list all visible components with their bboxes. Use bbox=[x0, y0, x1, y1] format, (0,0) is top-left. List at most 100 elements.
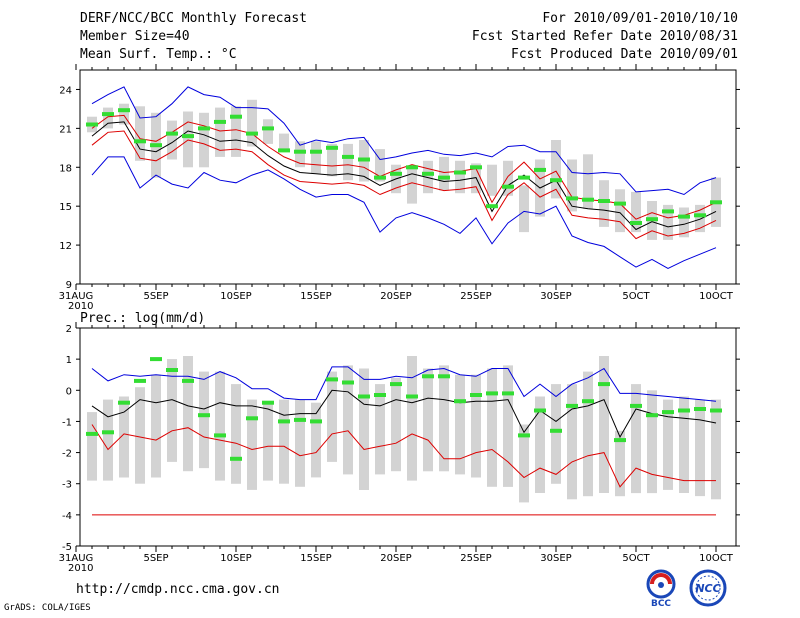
temp-box bbox=[167, 120, 177, 160]
temp-green-marker bbox=[470, 165, 482, 170]
temp-green-marker bbox=[694, 213, 706, 218]
prec-box bbox=[567, 384, 577, 500]
prec-green-marker bbox=[294, 417, 306, 422]
prec-box bbox=[695, 399, 705, 497]
prec-xtick-label: 5OCT bbox=[622, 553, 650, 564]
temp-green-marker bbox=[214, 119, 226, 124]
prec-box bbox=[551, 384, 561, 484]
temp-green-marker bbox=[518, 175, 530, 180]
temp-box bbox=[407, 168, 417, 204]
prec-box bbox=[583, 371, 593, 497]
temp-box bbox=[215, 107, 225, 157]
temp-green-marker bbox=[390, 171, 402, 176]
temp-green-marker bbox=[278, 148, 290, 153]
ncc-logo-text: NCC bbox=[695, 582, 720, 595]
temp-box bbox=[551, 140, 561, 199]
prec-green-marker bbox=[358, 394, 370, 399]
prec-green-marker bbox=[646, 413, 658, 418]
prec-box bbox=[135, 387, 145, 484]
temp-green-marker bbox=[534, 167, 546, 172]
prec-xtick-label: 31AUG bbox=[59, 553, 94, 564]
prec-green-marker bbox=[310, 419, 322, 424]
prec-frame bbox=[79, 327, 737, 547]
prec-ytick-label: -2 bbox=[62, 449, 72, 460]
temp-green-marker bbox=[134, 139, 146, 144]
prec-box bbox=[151, 374, 161, 478]
temp-green-marker bbox=[502, 184, 514, 189]
temp-green-marker bbox=[710, 200, 722, 205]
prec-green-marker bbox=[390, 382, 402, 387]
prec-xtick-label: 20SEP bbox=[380, 553, 411, 564]
temp-green-marker bbox=[246, 131, 258, 136]
started-date: Fcst Started Refer Date 2010/08/31 bbox=[471, 29, 738, 44]
prec-box bbox=[647, 390, 657, 494]
member-size: Member Size=40 bbox=[80, 29, 190, 44]
temp-green-marker bbox=[198, 126, 210, 131]
temp-ytick-label: 12 bbox=[59, 241, 72, 252]
temp-green-marker bbox=[310, 149, 322, 154]
prec-box bbox=[231, 384, 241, 484]
prec-green-marker bbox=[246, 416, 258, 421]
prec-green-marker bbox=[182, 378, 194, 383]
prec-green-marker bbox=[694, 407, 706, 411]
produced-date: Fcst Produced Date 2010/09/01 bbox=[511, 47, 738, 62]
prec-green-marker bbox=[582, 399, 594, 404]
temp-box bbox=[343, 143, 353, 181]
temp-green-marker bbox=[646, 217, 658, 222]
temp-box bbox=[231, 106, 241, 157]
temp-box bbox=[615, 189, 625, 233]
prec-box bbox=[471, 374, 481, 478]
prec-xtick-label: 10SEP bbox=[220, 553, 251, 564]
prec-box bbox=[535, 396, 545, 493]
prec-box bbox=[263, 402, 273, 481]
prec-box bbox=[327, 371, 337, 462]
temp-green-marker bbox=[582, 197, 594, 202]
temp-box bbox=[199, 112, 209, 168]
prec-box bbox=[391, 377, 401, 472]
prec-green-marker bbox=[278, 419, 290, 424]
prec-xtick-label: 15SEP bbox=[300, 553, 331, 564]
prec-box bbox=[279, 399, 289, 484]
temp-ytick-label: 9 bbox=[66, 280, 72, 291]
variable-label: Mean Surf. Temp.: °C bbox=[80, 47, 237, 62]
prec-box bbox=[183, 356, 193, 472]
prec-box bbox=[167, 359, 177, 462]
prec-green-marker bbox=[518, 433, 530, 438]
temp-box bbox=[311, 141, 321, 174]
prec-box bbox=[711, 399, 721, 500]
temp-box bbox=[567, 159, 577, 212]
prec-green-marker bbox=[566, 403, 578, 408]
prec-green-marker bbox=[630, 403, 642, 408]
prec-box bbox=[215, 371, 225, 481]
temp-box bbox=[631, 191, 641, 233]
prec-green-marker bbox=[198, 413, 210, 418]
prec-box bbox=[311, 402, 321, 478]
source-url[interactable]: http://cmdp.ncc.cma.gov.cn bbox=[76, 582, 280, 597]
bcc-logo-text: BCC bbox=[651, 599, 671, 608]
temp-green-marker bbox=[662, 209, 674, 214]
temp-xtick-label: 10OCT bbox=[699, 291, 734, 302]
prec-ytick-label: -5 bbox=[62, 542, 72, 553]
prec-box bbox=[375, 384, 385, 475]
temp-ci-upper-line bbox=[91, 114, 717, 220]
prec-green-marker bbox=[502, 391, 514, 396]
prec-box bbox=[343, 365, 353, 475]
prec-box bbox=[503, 365, 513, 487]
temp-box bbox=[103, 107, 113, 129]
prec-xtick-label: 25SEP bbox=[460, 553, 491, 564]
temp-green-marker bbox=[454, 170, 466, 175]
prec-box bbox=[359, 368, 369, 490]
temp-green-marker bbox=[166, 131, 178, 136]
prec-box bbox=[119, 396, 129, 478]
temp-green-marker bbox=[614, 201, 626, 206]
temp-box bbox=[439, 156, 449, 191]
prec-green-marker bbox=[406, 394, 418, 399]
prec-ytick-label: 0 bbox=[66, 386, 72, 397]
prec-box bbox=[295, 399, 305, 487]
temp-green-marker bbox=[438, 175, 450, 180]
temp-green-marker bbox=[358, 157, 370, 162]
prec-green-marker bbox=[678, 408, 690, 413]
temp-xtick-label: 15SEP bbox=[300, 291, 331, 302]
temp-green-marker bbox=[262, 126, 274, 131]
